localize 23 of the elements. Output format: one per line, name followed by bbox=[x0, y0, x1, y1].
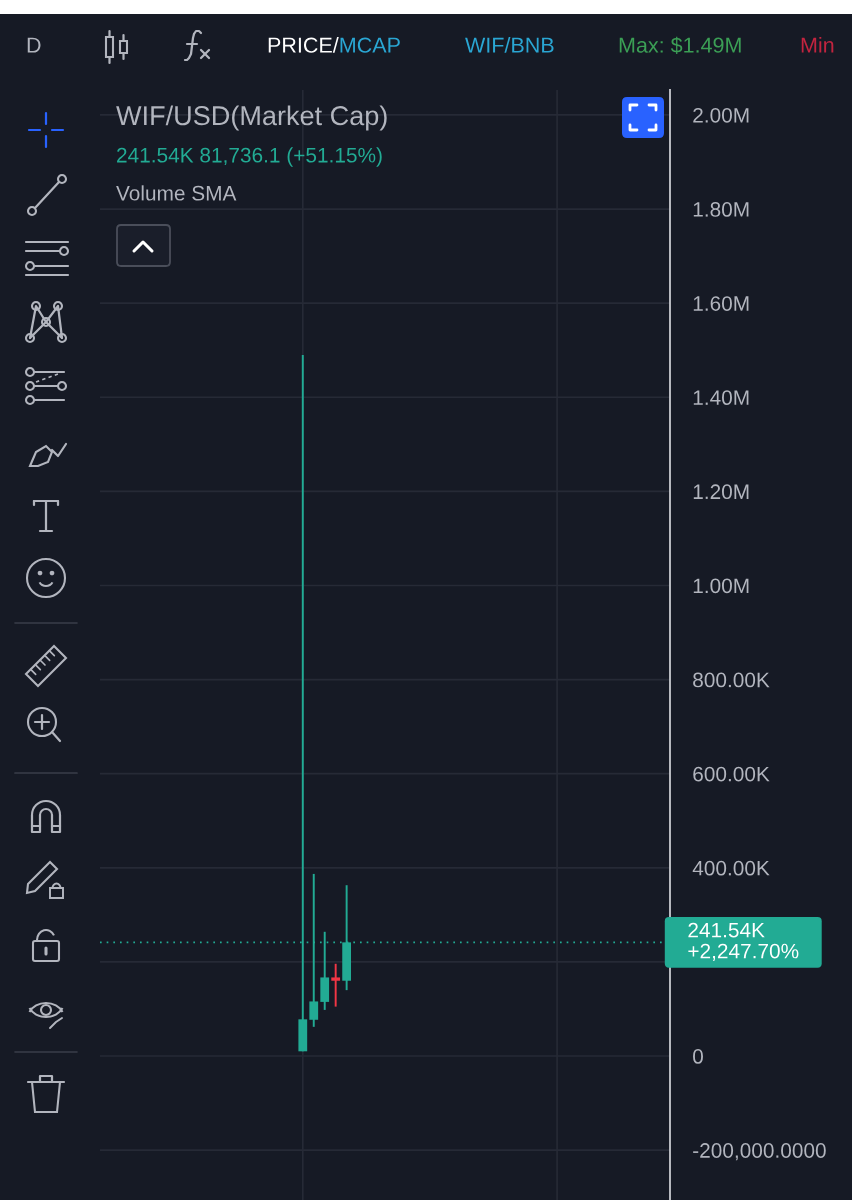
ref-line-label: 241.54K +2,247.70% bbox=[688, 922, 799, 961]
y-tick-label: 1.00M bbox=[693, 578, 749, 594]
y-tick-label: 400.00K bbox=[692, 860, 770, 876]
y-tick-label: 2.00M bbox=[693, 107, 749, 123]
candlestick bbox=[309, 872, 319, 1028]
text: Min bbox=[801, 36, 834, 53]
y-tick-label: 1.20M bbox=[693, 484, 749, 500]
annotation: Volume SMA bbox=[116, 185, 237, 201]
y-tick-label: 1.80M bbox=[693, 202, 749, 217]
y-tick-label: 1.40M bbox=[693, 390, 749, 406]
text: WIF/USD(Market Cap) bbox=[116, 105, 387, 131]
text: D bbox=[27, 37, 41, 53]
text: WIF/BNB bbox=[465, 36, 554, 53]
y-tick-label: 600.00K bbox=[693, 766, 770, 782]
y-tick-label: 800.00K bbox=[693, 672, 770, 688]
y-tick-label: 0 bbox=[693, 1049, 703, 1064]
y-tick-label: 1.60M bbox=[693, 296, 749, 311]
text: MCAP bbox=[340, 37, 400, 53]
candlestick bbox=[331, 962, 341, 1008]
text: 241.54K 81,736.1 (+51.15%) bbox=[117, 147, 382, 167]
text: PRICE/ bbox=[268, 36, 339, 53]
text: Max: $1.49M bbox=[619, 36, 741, 55]
y-tick-label: -200,000.0000 bbox=[693, 1143, 826, 1161]
